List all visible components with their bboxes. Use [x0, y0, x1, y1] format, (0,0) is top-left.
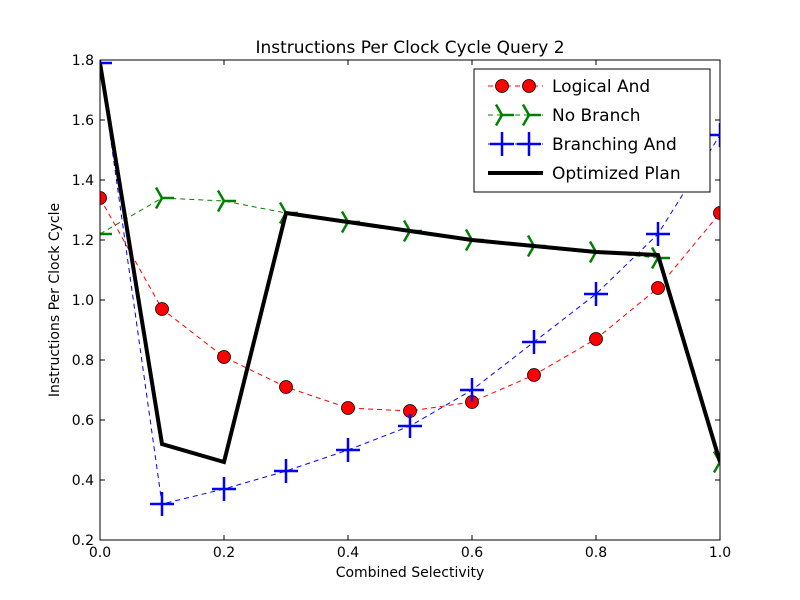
data-point — [460, 378, 484, 402]
x-axis-title: Combined Selectivity — [336, 565, 485, 581]
y-tick-label: 1.6 — [72, 113, 94, 129]
legend-marker — [495, 79, 509, 93]
data-point — [522, 330, 546, 354]
y-tick-label: 0.6 — [72, 413, 94, 429]
legend-label: No Branch — [552, 106, 641, 126]
data-point — [100, 60, 112, 75]
data-point — [100, 191, 107, 205]
legend-label: Branching And — [552, 135, 677, 155]
data-point — [336, 438, 360, 462]
data-point — [398, 414, 422, 438]
series-line — [100, 197, 720, 412]
legend-item: Optimized Plan — [488, 164, 681, 184]
data-point — [150, 492, 174, 516]
y-tick-label: 1.0 — [72, 293, 94, 309]
x-tick-label: 1.0 — [709, 545, 731, 561]
legend: Logical And No Branch Branching And Optimiz… — [473, 68, 711, 193]
legend-item: Logical And — [488, 77, 650, 97]
legend-label: Logical And — [552, 77, 650, 97]
legend-marker — [521, 103, 541, 127]
chart-title: Instructions Per Clock Cycle Query 2 — [255, 38, 564, 58]
y-tick-label: 0.4 — [72, 473, 94, 489]
legend-marker — [522, 79, 536, 93]
x-tick-label: 0.2 — [213, 545, 235, 561]
data-point — [584, 282, 608, 306]
y-axis: 0.2 0.4 0.6 0.8 1.0 1.2 1.4 1.6 1.8 — [72, 53, 720, 549]
x-tick-label: 0.8 — [585, 545, 607, 561]
y-tick-label: 0.2 — [72, 533, 94, 549]
data-point — [274, 459, 298, 483]
legend-marker — [490, 132, 514, 156]
legend-item: No Branch — [488, 103, 641, 127]
y-tick-label: 1.2 — [72, 233, 94, 249]
data-point — [154, 186, 174, 210]
series-branching-and — [100, 60, 720, 516]
y-tick-label: 1.8 — [72, 53, 94, 69]
data-point — [651, 281, 665, 295]
x-tick-label: 0.4 — [337, 545, 359, 561]
data-point — [155, 302, 169, 316]
legend-marker — [517, 132, 541, 156]
data-point — [713, 206, 720, 220]
plot-area — [100, 60, 720, 516]
legend-item: Branching And — [488, 132, 677, 156]
legend-label: Optimized Plan — [552, 164, 681, 184]
data-point — [212, 477, 236, 501]
x-tick-label: 0.0 — [89, 545, 111, 561]
x-axis: 0.0 0.2 0.4 0.6 0.8 1.0 — [89, 60, 731, 561]
y-tick-label: 0.8 — [72, 353, 94, 369]
y-tick-label: 1.4 — [72, 173, 94, 189]
series-optimized-plan — [100, 62, 720, 465]
data-point — [646, 222, 670, 246]
legend-marker — [494, 103, 514, 127]
data-point — [279, 380, 293, 394]
y-axis-title: Instructions Per Clock Cycle — [47, 203, 63, 397]
data-point — [527, 368, 541, 382]
data-point — [100, 231, 112, 237]
data-point — [216, 189, 236, 213]
x-tick-label: 0.6 — [461, 545, 483, 561]
data-point — [341, 401, 355, 415]
data-point — [217, 350, 231, 364]
data-point — [589, 332, 603, 346]
series-line — [100, 62, 720, 465]
data-point — [708, 123, 720, 147]
